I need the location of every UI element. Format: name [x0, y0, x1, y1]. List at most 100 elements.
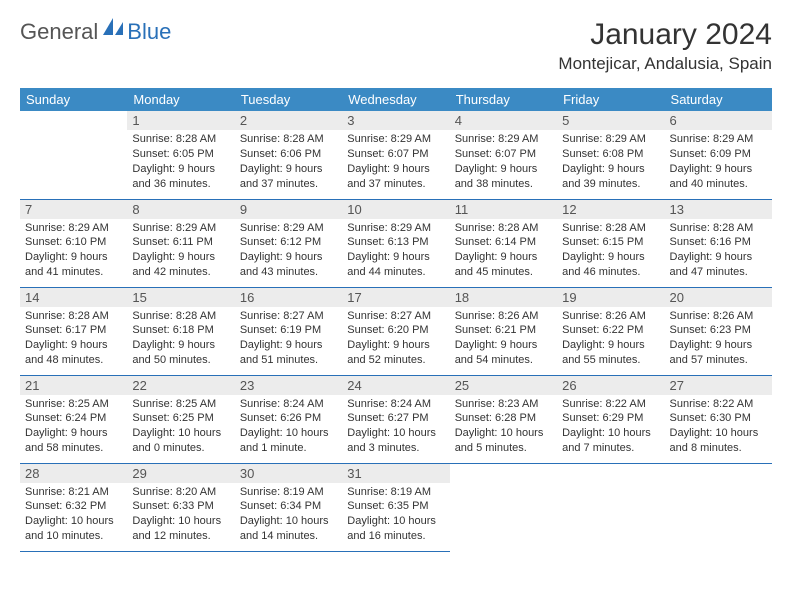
day-info: Sunrise: 8:29 AMSunset: 6:12 PMDaylight:… [235, 219, 342, 282]
day-number: 6 [665, 111, 772, 130]
day-info: Sunrise: 8:27 AMSunset: 6:20 PMDaylight:… [342, 307, 449, 370]
calendar-row: 1Sunrise: 8:28 AMSunset: 6:05 PMDaylight… [20, 111, 772, 199]
weekday-header: Friday [557, 88, 664, 111]
title-block: January 2024 Montejicar, Andalusia, Spai… [558, 18, 772, 74]
calendar-cell: 8Sunrise: 8:29 AMSunset: 6:11 PMDaylight… [127, 199, 234, 287]
calendar-cell: 11Sunrise: 8:28 AMSunset: 6:14 PMDayligh… [450, 199, 557, 287]
calendar-cell: 26Sunrise: 8:22 AMSunset: 6:29 PMDayligh… [557, 375, 664, 463]
calendar-cell: 25Sunrise: 8:23 AMSunset: 6:28 PMDayligh… [450, 375, 557, 463]
calendar-cell: 4Sunrise: 8:29 AMSunset: 6:07 PMDaylight… [450, 111, 557, 199]
calendar-body: 1Sunrise: 8:28 AMSunset: 6:05 PMDaylight… [20, 111, 772, 551]
day-info: Sunrise: 8:29 AMSunset: 6:08 PMDaylight:… [557, 130, 664, 193]
calendar-cell: 12Sunrise: 8:28 AMSunset: 6:15 PMDayligh… [557, 199, 664, 287]
day-number: 4 [450, 111, 557, 130]
day-number: 30 [235, 464, 342, 483]
day-number: 17 [342, 288, 449, 307]
day-info: Sunrise: 8:29 AMSunset: 6:13 PMDaylight:… [342, 219, 449, 282]
calendar-row: 21Sunrise: 8:25 AMSunset: 6:24 PMDayligh… [20, 375, 772, 463]
calendar-cell: 7Sunrise: 8:29 AMSunset: 6:10 PMDaylight… [20, 199, 127, 287]
day-number: 7 [20, 200, 127, 219]
day-number: 22 [127, 376, 234, 395]
day-info: Sunrise: 8:21 AMSunset: 6:32 PMDaylight:… [20, 483, 127, 546]
day-number: 20 [665, 288, 772, 307]
calendar-cell: 5Sunrise: 8:29 AMSunset: 6:08 PMDaylight… [557, 111, 664, 199]
month-title: January 2024 [558, 18, 772, 52]
calendar-cell [20, 111, 127, 199]
calendar-cell: 22Sunrise: 8:25 AMSunset: 6:25 PMDayligh… [127, 375, 234, 463]
calendar-cell: 15Sunrise: 8:28 AMSunset: 6:18 PMDayligh… [127, 287, 234, 375]
day-info: Sunrise: 8:19 AMSunset: 6:34 PMDaylight:… [235, 483, 342, 546]
logo-blue: Blue [127, 19, 171, 45]
calendar-cell [557, 463, 664, 551]
weekday-header: Tuesday [235, 88, 342, 111]
day-info: Sunrise: 8:29 AMSunset: 6:07 PMDaylight:… [450, 130, 557, 193]
day-number: 3 [342, 111, 449, 130]
calendar-row: 28Sunrise: 8:21 AMSunset: 6:32 PMDayligh… [20, 463, 772, 551]
weekday-header: Monday [127, 88, 234, 111]
day-number: 27 [665, 376, 772, 395]
day-info: Sunrise: 8:28 AMSunset: 6:16 PMDaylight:… [665, 219, 772, 282]
day-number: 10 [342, 200, 449, 219]
day-number: 11 [450, 200, 557, 219]
day-info: Sunrise: 8:22 AMSunset: 6:29 PMDaylight:… [557, 395, 664, 458]
calendar-cell: 17Sunrise: 8:27 AMSunset: 6:20 PMDayligh… [342, 287, 449, 375]
calendar-table: SundayMondayTuesdayWednesdayThursdayFrid… [20, 88, 772, 552]
weekday-header: Thursday [450, 88, 557, 111]
day-info: Sunrise: 8:20 AMSunset: 6:33 PMDaylight:… [127, 483, 234, 546]
calendar-cell: 13Sunrise: 8:28 AMSunset: 6:16 PMDayligh… [665, 199, 772, 287]
calendar-cell: 30Sunrise: 8:19 AMSunset: 6:34 PMDayligh… [235, 463, 342, 551]
calendar-cell [450, 463, 557, 551]
calendar-cell: 1Sunrise: 8:28 AMSunset: 6:05 PMDaylight… [127, 111, 234, 199]
day-number: 13 [665, 200, 772, 219]
calendar-cell: 29Sunrise: 8:20 AMSunset: 6:33 PMDayligh… [127, 463, 234, 551]
calendar-cell: 31Sunrise: 8:19 AMSunset: 6:35 PMDayligh… [342, 463, 449, 551]
day-info: Sunrise: 8:28 AMSunset: 6:06 PMDaylight:… [235, 130, 342, 193]
calendar-row: 7Sunrise: 8:29 AMSunset: 6:10 PMDaylight… [20, 199, 772, 287]
day-number: 5 [557, 111, 664, 130]
day-info: Sunrise: 8:28 AMSunset: 6:17 PMDaylight:… [20, 307, 127, 370]
calendar-cell: 6Sunrise: 8:29 AMSunset: 6:09 PMDaylight… [665, 111, 772, 199]
day-number: 31 [342, 464, 449, 483]
day-number: 16 [235, 288, 342, 307]
calendar-cell: 18Sunrise: 8:26 AMSunset: 6:21 PMDayligh… [450, 287, 557, 375]
calendar-cell: 3Sunrise: 8:29 AMSunset: 6:07 PMDaylight… [342, 111, 449, 199]
logo: General Blue [20, 18, 171, 45]
day-number: 21 [20, 376, 127, 395]
day-info: Sunrise: 8:24 AMSunset: 6:27 PMDaylight:… [342, 395, 449, 458]
weekday-header: Sunday [20, 88, 127, 111]
day-number: 14 [20, 288, 127, 307]
day-number: 24 [342, 376, 449, 395]
calendar-cell: 24Sunrise: 8:24 AMSunset: 6:27 PMDayligh… [342, 375, 449, 463]
day-info: Sunrise: 8:26 AMSunset: 6:23 PMDaylight:… [665, 307, 772, 370]
day-number: 25 [450, 376, 557, 395]
calendar-cell: 20Sunrise: 8:26 AMSunset: 6:23 PMDayligh… [665, 287, 772, 375]
day-number: 12 [557, 200, 664, 219]
calendar-cell: 9Sunrise: 8:29 AMSunset: 6:12 PMDaylight… [235, 199, 342, 287]
day-info: Sunrise: 8:28 AMSunset: 6:14 PMDaylight:… [450, 219, 557, 282]
day-info: Sunrise: 8:28 AMSunset: 6:15 PMDaylight:… [557, 219, 664, 282]
logo-general: General [20, 19, 98, 45]
day-number: 9 [235, 200, 342, 219]
weekday-header: Wednesday [342, 88, 449, 111]
calendar-cell: 14Sunrise: 8:28 AMSunset: 6:17 PMDayligh… [20, 287, 127, 375]
day-number: 23 [235, 376, 342, 395]
calendar-cell: 23Sunrise: 8:24 AMSunset: 6:26 PMDayligh… [235, 375, 342, 463]
calendar-cell: 10Sunrise: 8:29 AMSunset: 6:13 PMDayligh… [342, 199, 449, 287]
calendar-cell: 28Sunrise: 8:21 AMSunset: 6:32 PMDayligh… [20, 463, 127, 551]
day-info: Sunrise: 8:23 AMSunset: 6:28 PMDaylight:… [450, 395, 557, 458]
calendar-cell: 19Sunrise: 8:26 AMSunset: 6:22 PMDayligh… [557, 287, 664, 375]
day-info: Sunrise: 8:28 AMSunset: 6:05 PMDaylight:… [127, 130, 234, 193]
day-info: Sunrise: 8:19 AMSunset: 6:35 PMDaylight:… [342, 483, 449, 546]
day-number: 1 [127, 111, 234, 130]
day-number: 28 [20, 464, 127, 483]
sail-icon [103, 18, 125, 41]
day-number: 19 [557, 288, 664, 307]
day-info: Sunrise: 8:26 AMSunset: 6:21 PMDaylight:… [450, 307, 557, 370]
day-info: Sunrise: 8:25 AMSunset: 6:24 PMDaylight:… [20, 395, 127, 458]
day-number: 29 [127, 464, 234, 483]
header: General Blue January 2024 Montejicar, An… [20, 18, 772, 74]
day-number: 18 [450, 288, 557, 307]
day-info: Sunrise: 8:26 AMSunset: 6:22 PMDaylight:… [557, 307, 664, 370]
location: Montejicar, Andalusia, Spain [558, 54, 772, 74]
day-info: Sunrise: 8:24 AMSunset: 6:26 PMDaylight:… [235, 395, 342, 458]
